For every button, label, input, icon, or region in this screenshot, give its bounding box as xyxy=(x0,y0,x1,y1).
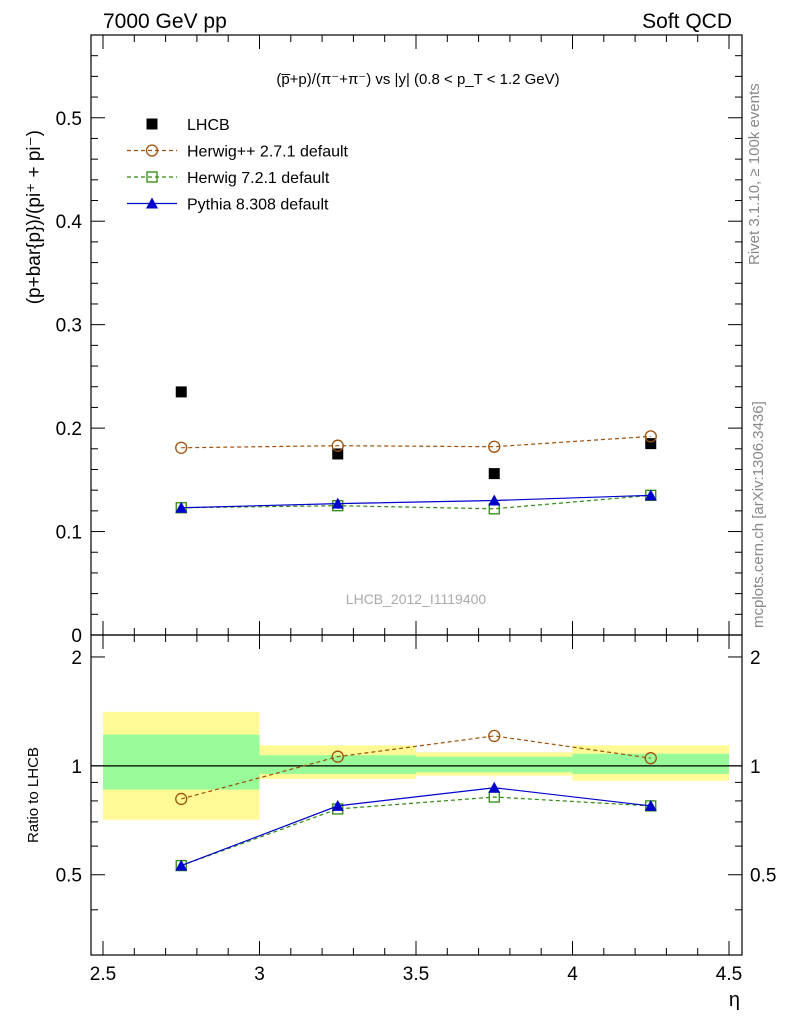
legend-marker-herwigpp xyxy=(145,144,159,157)
legend-label-data: LHCB xyxy=(187,117,230,134)
main-point-herwigpp xyxy=(331,439,344,452)
main-y-tick-label: 0 xyxy=(71,626,82,647)
legend-entry-herwigpp: Herwig++ 2.7.1 default xyxy=(127,144,349,161)
ratio-band-inner xyxy=(103,734,260,790)
ratio-band-inner xyxy=(416,756,573,773)
x-tick-label: 2.5 xyxy=(90,964,116,985)
ratio-point-pythia xyxy=(644,799,657,811)
main-point-pythia xyxy=(175,501,188,513)
main-point-data xyxy=(175,386,187,398)
main-series-herwigpp xyxy=(175,430,657,454)
legend-marker-data xyxy=(146,118,158,130)
x-tick-label: 4.5 xyxy=(716,964,742,985)
main-line-herwigpp xyxy=(181,435,651,449)
watermark: LHCB_2012_I1119400 xyxy=(346,591,487,607)
ratio-series-pythia xyxy=(175,781,657,871)
main-point-herwigpp xyxy=(488,440,501,453)
main-point-data xyxy=(332,448,344,460)
legend: LHCB Herwig++ 2.7.1 default Herwig 7.2.1 d… xyxy=(127,117,349,214)
ratio-point-herwigpp xyxy=(488,729,501,743)
main-y-axis-label: (p+bar{p})/(pi⁺ + pi⁻) xyxy=(24,130,45,304)
legend-entry-data: LHCB xyxy=(146,117,230,134)
ratio-point-herwigpp xyxy=(175,792,188,806)
ratio-y-tick-label: 1 xyxy=(71,757,82,778)
ratio-point-pythia xyxy=(175,859,188,871)
main-point-pythia xyxy=(644,489,657,501)
legend-entry-herwig7: Herwig 7.2.1 default xyxy=(127,170,330,187)
main-y-tick-label: 0.1 xyxy=(56,523,82,544)
ratio-plot-panel: 0.5 0.5 1 1 2 2 2.5 3 3.5 4 4.5 Ratio to LHCB η xyxy=(25,634,776,1011)
main-line-pythia xyxy=(181,494,651,509)
main-y-tick-label: 0.2 xyxy=(56,419,82,440)
legend-entry-pythia: Pythia 8.308 default xyxy=(127,197,329,214)
ratio-y-tick-label-right: 0.5 xyxy=(750,866,776,887)
mcplots-label: mcplots.cern.ch [arXiv:1306.3436] xyxy=(750,401,767,628)
main-point-data xyxy=(488,468,500,480)
ratio-y-tick-label: 2 xyxy=(71,648,82,669)
legend-marker-pythia xyxy=(146,197,158,209)
main-point-data xyxy=(645,438,657,450)
ratio-line-pythia xyxy=(181,787,651,867)
ratio-y-tick-label: 0.5 xyxy=(56,866,82,887)
x-tick-label: 3.5 xyxy=(403,964,429,985)
x-axis-label: η xyxy=(729,989,740,1011)
ratio-y-tick-label-right: 1 xyxy=(750,757,761,778)
main-y-tick-label: 0.3 xyxy=(56,316,82,337)
legend-label-herwigpp: Herwig++ 2.7.1 default xyxy=(187,144,349,161)
main-y-tick-label: 0.5 xyxy=(56,109,82,130)
legend-label-herwig7: Herwig 7.2.1 default xyxy=(187,170,330,187)
main-point-pythia xyxy=(331,497,344,509)
ratio-series-herwigpp xyxy=(175,729,657,806)
main-plot-panel: 0 0.1 0.2 0.3 0.4 0.5 (p̅+p)/(π⁻+π⁻) vs |y| (… xyxy=(24,34,743,647)
main-axis-ticks: 0 0.1 0.2 0.3 0.4 0.5 xyxy=(56,35,742,647)
main-series-data xyxy=(175,386,657,480)
header-right: Soft QCD xyxy=(642,10,732,33)
main-y-tick-label: 0.4 xyxy=(56,212,83,233)
legend-label-pythia: Pythia 8.308 default xyxy=(187,197,329,214)
main-line-herwig7 xyxy=(181,494,651,510)
ratio-line-herwigpp xyxy=(181,735,651,800)
ratio-point-herwigpp xyxy=(331,750,344,763)
rivet-label: Rivet 3.1.10, ≥ 100k events xyxy=(746,83,763,265)
main-series-pythia xyxy=(175,489,657,513)
main-point-herwigpp xyxy=(644,430,657,443)
ratio-y-tick-label-right: 2 xyxy=(750,648,761,669)
ratio-point-pythia xyxy=(488,781,501,793)
ratio-y-axis-label: Ratio to LHCB xyxy=(25,747,42,843)
main-point-herwigpp xyxy=(175,441,188,454)
header-left: 7000 GeV pp xyxy=(103,10,227,33)
ratio-band-inner xyxy=(259,755,416,774)
ratio-line-herwig7 xyxy=(181,796,651,867)
ratio-point-herwigpp xyxy=(644,752,657,765)
ratio-point-pythia xyxy=(331,799,344,811)
x-tick-label: 4 xyxy=(567,964,578,985)
x-tick-label: 3 xyxy=(254,964,265,985)
main-point-pythia xyxy=(488,494,501,506)
plot-title: (p̅+p)/(π⁻+π⁻) vs |y| (0.8 < p_T < 1.2 G… xyxy=(276,71,559,88)
legend-marker-herwig7 xyxy=(146,171,158,183)
ratio-axis-ticks: 0.5 0.5 1 1 2 2 2.5 3 3.5 4 4.5 xyxy=(56,635,776,985)
